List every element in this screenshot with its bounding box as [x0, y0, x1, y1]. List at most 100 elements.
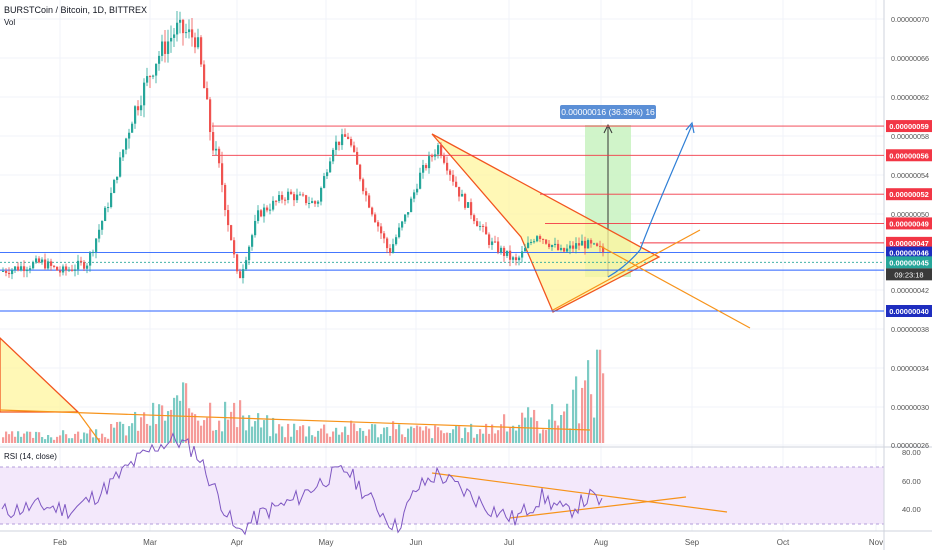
volume-bar: [497, 430, 500, 443]
candle: [407, 212, 410, 218]
candle: [296, 188, 299, 204]
volume-bar: [77, 431, 80, 443]
candle: [14, 266, 17, 274]
price-level-label: 0.00000040: [886, 305, 932, 317]
trendline-rsi-upper[interactable]: [431, 472, 728, 513]
volume-bar: [266, 415, 269, 443]
candle: [440, 142, 443, 159]
trendline-resistance[interactable]: [599, 245, 751, 329]
volume-bar: [572, 389, 575, 443]
candle: [374, 212, 377, 223]
candle: [392, 238, 395, 254]
volume-bar: [308, 426, 311, 443]
volume-bar: [8, 434, 11, 443]
candle: [569, 240, 572, 255]
candle: [575, 237, 578, 254]
volume-bar: [119, 421, 122, 443]
candle: [371, 206, 374, 217]
candle: [566, 244, 569, 253]
candle: [140, 95, 143, 117]
volume-bar: [344, 426, 347, 443]
candle: [497, 237, 500, 255]
volume-bar: [440, 430, 443, 443]
volume-bar: [239, 400, 242, 443]
volume-bar: [89, 429, 92, 443]
volume-label: Vol: [4, 18, 15, 27]
volume-bar: [359, 428, 362, 443]
volume-bar: [296, 430, 299, 443]
candle: [344, 128, 347, 137]
volume-bar: [137, 430, 140, 443]
candle: [527, 236, 530, 249]
candle: [5, 268, 8, 277]
volume-bar: [290, 436, 293, 443]
price-axis[interactable]: 0.00000070 0.00000066 0.00000062 0.00000058…: [891, 15, 929, 450]
candle: [410, 196, 413, 213]
volume-bar: [425, 426, 428, 443]
candle: [56, 266, 59, 271]
candle: [488, 232, 491, 249]
candle: [137, 100, 140, 116]
volume-bar: [164, 420, 167, 443]
candle: [263, 203, 266, 223]
candle: [2, 267, 5, 273]
volume-bar: [485, 423, 488, 443]
volume-bar: [194, 414, 197, 443]
candle: [125, 137, 128, 155]
candle: [146, 67, 149, 87]
volume-bar: [68, 438, 71, 443]
volume-bar: [314, 436, 317, 443]
trendline-rsi-lower[interactable]: [509, 496, 687, 519]
price-tick-label: 0.00000050: [891, 210, 929, 219]
volume-bar: [362, 430, 365, 443]
volume-bar: [14, 436, 17, 443]
price-level-label: 0.00000049: [886, 217, 932, 230]
volume-bar: [287, 423, 290, 443]
volume-bar: [218, 420, 221, 443]
candle: [128, 128, 131, 149]
volume-bar: [203, 420, 206, 443]
candle: [104, 206, 107, 222]
candle: [539, 234, 542, 243]
volume-bar: [599, 349, 602, 443]
volume-bar: [38, 432, 41, 443]
volume-bar: [17, 431, 20, 443]
volume-bar: [332, 431, 335, 443]
volume-bar: [377, 437, 380, 443]
projection-arrow-short[interactable]: [607, 249, 641, 278]
price-tick-label: 0.00000054: [891, 171, 929, 180]
candle: [113, 178, 116, 194]
volume-bar: [206, 417, 209, 443]
volume-bar: [80, 439, 83, 443]
volume-bar: [116, 422, 119, 443]
candle: [419, 167, 422, 190]
trendlines[interactable]: [0, 229, 751, 519]
projection-arrow-long[interactable]: [639, 124, 693, 251]
volume-bar: [50, 437, 53, 443]
volume-bar: [293, 423, 296, 443]
trendline-volume[interactable]: [0, 409, 591, 431]
candle: [218, 146, 221, 168]
price-tick-label: 0.00000070: [891, 15, 929, 24]
trendline-volume-drop[interactable]: [77, 411, 101, 443]
volume-bar: [416, 425, 419, 443]
volume-triangle[interactable]: [0, 337, 80, 413]
volume-bar: [167, 411, 170, 443]
candle: [533, 238, 536, 244]
volume-bar: [233, 402, 236, 443]
candle: [167, 29, 170, 63]
volume-bar: [92, 437, 95, 443]
volume-bar: [494, 433, 497, 443]
volume-bar: [566, 403, 569, 443]
volume-bar: [104, 437, 107, 443]
time-axis[interactable]: Feb Mar Apr May Jun Jul Aug Sep Oct Nov: [53, 538, 883, 547]
volume-bar: [128, 426, 131, 443]
volume-bar: [569, 428, 572, 443]
candle: [83, 260, 86, 272]
time-tick-label: Aug: [594, 538, 608, 547]
volume-bar: [221, 431, 224, 443]
trendline-support[interactable]: [552, 229, 701, 311]
candle: [584, 236, 587, 255]
